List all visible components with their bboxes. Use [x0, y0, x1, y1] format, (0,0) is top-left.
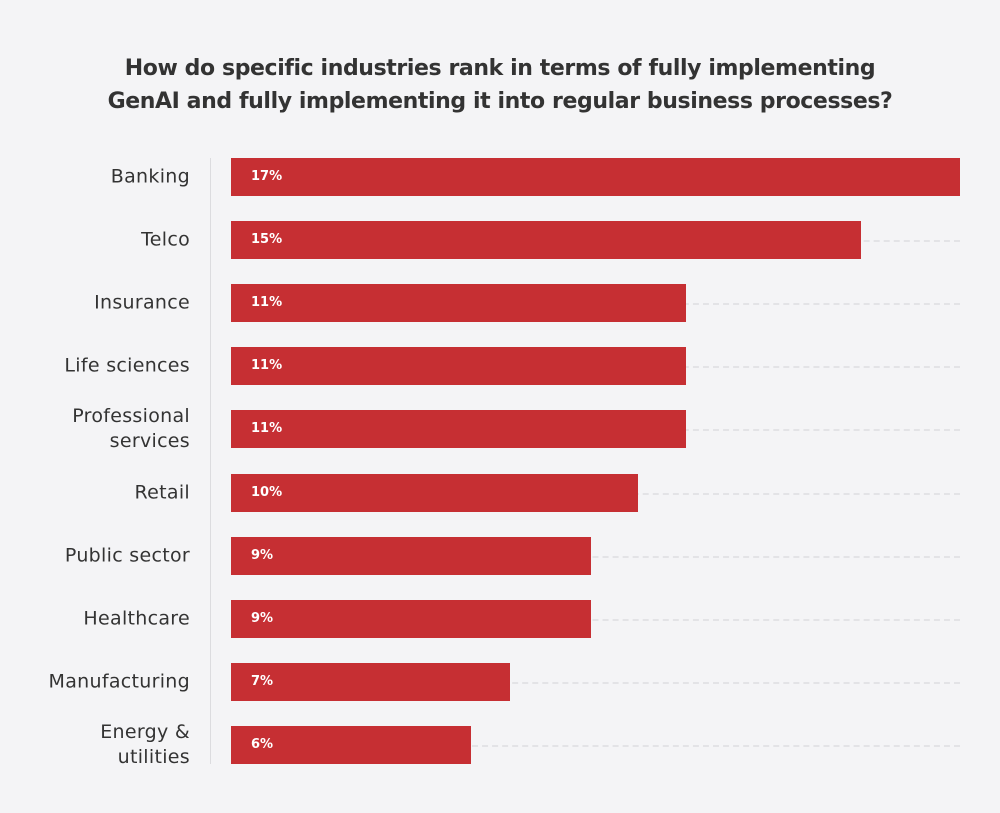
gridline	[231, 618, 960, 621]
category-label-line: Retail	[134, 481, 190, 503]
bar	[231, 725, 472, 764]
category-label-line: Manufacturing	[48, 670, 190, 693]
chart-title: How do specific industries rank in terms…	[0, 52, 1000, 118]
bar	[231, 599, 592, 638]
gridline	[231, 681, 960, 684]
data-label: 9%	[251, 547, 274, 563]
bar-row: Banking 17%	[0, 158, 1000, 196]
bar	[231, 473, 639, 512]
data-label: 15%	[251, 232, 283, 248]
category-label-line: Healthcare	[83, 607, 190, 630]
bar-row: Manufacturing 7%	[0, 662, 1000, 701]
category-label: Energy & utilities	[0, 720, 190, 770]
bar-row: Life sciences 11%	[0, 347, 1000, 386]
bar-row: Energy & utilities 6%	[0, 721, 1000, 768]
category-label-line: Life sciences	[64, 354, 190, 377]
data-label: 7%	[251, 673, 274, 689]
data-label: 11%	[251, 421, 283, 437]
category-label: Manufacturing	[0, 669, 190, 694]
category-label-line: Insurance	[94, 291, 190, 314]
category-label-line: Telco	[141, 228, 190, 251]
data-label: 11%	[251, 295, 283, 311]
category-label-line: Energy &	[100, 720, 190, 743]
bar	[231, 284, 686, 323]
data-label: 10%	[251, 484, 283, 500]
bar	[231, 158, 960, 196]
category-label: Banking	[0, 165, 190, 190]
gridline	[231, 744, 960, 747]
category-label: Healthcare	[0, 606, 190, 631]
bar-row: Professional services 11%	[0, 405, 1000, 452]
category-label: Public sector	[0, 543, 190, 568]
bar-row: Telco 15%	[0, 221, 1000, 260]
category-label-line: services	[109, 430, 190, 453]
title-line-1: How do specific industries rank in terms…	[124, 56, 876, 81]
gridline	[231, 555, 960, 558]
bar	[231, 662, 510, 701]
category-label: Telco	[0, 228, 190, 253]
bar-row: Public sector 9%	[0, 536, 1000, 575]
data-label: 6%	[251, 736, 274, 752]
category-label-line: utilities	[117, 745, 190, 768]
category-label: Life sciences	[0, 354, 190, 379]
data-label: 11%	[251, 358, 283, 374]
category-label: Insurance	[0, 291, 190, 316]
bar	[231, 221, 862, 260]
y-axis-line	[210, 158, 211, 764]
bar-row: Insurance 11%	[0, 284, 1000, 323]
title-line-2: GenAI and fully implementing it into reg…	[107, 89, 893, 114]
bar	[231, 410, 686, 449]
category-label-line: Public sector	[64, 544, 190, 567]
data-label: 17%	[251, 169, 283, 184]
data-label: 9%	[251, 610, 274, 626]
category-label-line: Banking	[110, 165, 190, 188]
bar-row: Retail 10%	[0, 473, 1000, 512]
category-label-line: Professional	[72, 405, 190, 428]
bar-row: Healthcare 9%	[0, 599, 1000, 638]
bar	[231, 536, 592, 575]
category-label: Professional services	[0, 404, 190, 454]
category-label: Retail	[0, 480, 190, 505]
bar	[231, 347, 686, 386]
